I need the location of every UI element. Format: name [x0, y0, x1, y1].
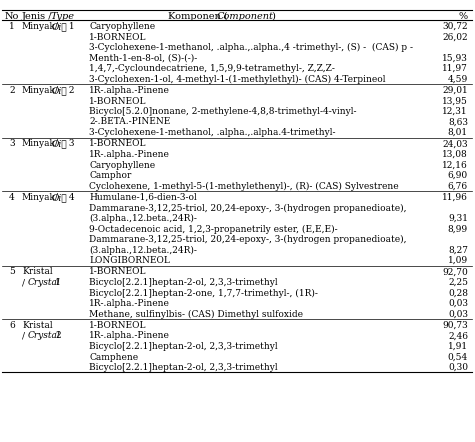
Text: 0,03: 0,03: [448, 299, 468, 308]
Text: Minyak/: Minyak/: [22, 193, 59, 202]
Text: Minyak/: Minyak/: [22, 22, 59, 31]
Text: 0,03: 0,03: [448, 309, 468, 319]
Text: Cyclohexene, 1-methyl-5-(1-methylethenyl)-, (R)- (CAS) Sylvestrene: Cyclohexene, 1-methyl-5-(1-methylethenyl…: [89, 182, 399, 191]
Text: 29,01: 29,01: [442, 86, 468, 95]
Text: 13,95: 13,95: [442, 96, 468, 106]
Text: 12,16: 12,16: [442, 160, 468, 169]
Text: 2,25: 2,25: [448, 278, 468, 287]
Text: %: %: [459, 12, 468, 21]
Text: 4,59: 4,59: [448, 75, 468, 84]
Text: 2: 2: [66, 86, 75, 95]
Text: 90,73: 90,73: [442, 321, 468, 330]
Text: Camphor: Camphor: [89, 171, 132, 180]
Text: Dammarane-3,12,25-triol, 20,24-epoxy-, 3-(hydrogen propanedioate),: Dammarane-3,12,25-triol, 20,24-epoxy-, 3…: [89, 235, 407, 244]
Text: 1-BORNEOL: 1-BORNEOL: [89, 140, 146, 149]
Text: 1: 1: [66, 22, 75, 31]
Text: 6,76: 6,76: [448, 182, 468, 191]
Text: (3.alpha.,12.beta.,24R)-: (3.alpha.,12.beta.,24R)-: [89, 214, 197, 223]
Text: 1: 1: [9, 22, 15, 31]
Text: Oiℓ: Oiℓ: [52, 22, 67, 31]
Text: Bicyclo[2.2.1]heptan-2-one, 1,7,7-trimethyl-, (1R)-: Bicyclo[2.2.1]heptan-2-one, 1,7,7-trimet…: [89, 289, 318, 297]
Text: Bicyclo[2.2.1]heptan-2-ol, 2,3,3-trimethyl: Bicyclo[2.2.1]heptan-2-ol, 2,3,3-trimeth…: [89, 363, 277, 372]
Text: Oiℓ: Oiℓ: [52, 86, 67, 95]
Text: ): ): [271, 12, 275, 21]
Text: Bicyclo[2.2.1]heptan-2-ol, 2,3,3-trimethyl: Bicyclo[2.2.1]heptan-2-ol, 2,3,3-trimeth…: [89, 278, 277, 287]
Text: 0,30: 0,30: [448, 363, 468, 372]
Text: No: No: [5, 12, 19, 21]
Text: 9-Octadecenoic acid, 1,2,3-propanetrily ester, (E,E,E)-: 9-Octadecenoic acid, 1,2,3-propanetrily …: [89, 225, 338, 234]
Text: Crystal: Crystal: [28, 332, 61, 340]
Text: 1-BORNEOL: 1-BORNEOL: [89, 33, 146, 42]
Text: 6,90: 6,90: [448, 171, 468, 180]
Text: Komponen (: Komponen (: [168, 12, 228, 21]
Text: /: /: [22, 332, 28, 340]
Text: Minyak/: Minyak/: [22, 86, 59, 95]
Text: Minyak/: Minyak/: [22, 140, 59, 149]
Text: Kristal: Kristal: [22, 267, 53, 277]
Text: Caryophyllene: Caryophyllene: [89, 160, 155, 169]
Text: Menth-1-en-8-ol, (S)-(-)-: Menth-1-en-8-ol, (S)-(-)-: [89, 53, 197, 62]
Text: 1,91: 1,91: [448, 342, 468, 351]
Text: 4: 4: [9, 193, 15, 202]
Text: 1R-.alpha.-Pinene: 1R-.alpha.-Pinene: [89, 299, 170, 308]
Text: 92,70: 92,70: [442, 267, 468, 277]
Text: 12,31: 12,31: [442, 107, 468, 116]
Text: Camphene: Camphene: [89, 353, 138, 362]
Text: 1-BORNEOL: 1-BORNEOL: [89, 321, 146, 330]
Text: Bicyclo[2.2.1]heptan-2-ol, 2,3,3-trimethyl: Bicyclo[2.2.1]heptan-2-ol, 2,3,3-trimeth…: [89, 342, 277, 351]
Text: Component: Component: [217, 12, 274, 21]
Text: 8,99: 8,99: [448, 225, 468, 233]
Text: 1: 1: [55, 278, 61, 287]
Text: 11,97: 11,97: [442, 64, 468, 73]
Text: Oiℓ: Oiℓ: [52, 193, 67, 202]
Text: 13,08: 13,08: [442, 150, 468, 159]
Text: 9,31: 9,31: [448, 214, 468, 223]
Text: 15,93: 15,93: [442, 53, 468, 62]
Text: Crystal: Crystal: [28, 278, 61, 287]
Text: 2,46: 2,46: [448, 332, 468, 340]
Text: 0,54: 0,54: [448, 353, 468, 362]
Text: 2-.BETA.-PINENE: 2-.BETA.-PINENE: [89, 118, 171, 126]
Text: 6: 6: [9, 321, 15, 330]
Text: 1,09: 1,09: [448, 256, 468, 265]
Text: 2: 2: [9, 86, 15, 95]
Text: Type: Type: [51, 12, 75, 21]
Text: 3-Cyclohexen-1-ol, 4-methyl-1-(1-methylethyl)- (CAS) 4-Terpineol: 3-Cyclohexen-1-ol, 4-methyl-1-(1-methyle…: [89, 75, 386, 84]
Text: 30,72: 30,72: [442, 22, 468, 31]
Text: 8,27: 8,27: [448, 245, 468, 255]
Text: 0,28: 0,28: [448, 289, 468, 297]
Text: 1R-.alpha.-Pinene: 1R-.alpha.-Pinene: [89, 332, 170, 340]
Text: 1R-.alpha.-Pinene: 1R-.alpha.-Pinene: [89, 86, 170, 95]
Text: 11,96: 11,96: [442, 193, 468, 202]
Text: 8,01: 8,01: [448, 128, 468, 137]
Text: 1-BORNEOL: 1-BORNEOL: [89, 96, 146, 106]
Text: Dammarane-3,12,25-triol, 20,24-epoxy-, 3-(hydrogen propanedioate),: Dammarane-3,12,25-triol, 20,24-epoxy-, 3…: [89, 203, 407, 213]
Text: /: /: [22, 278, 28, 287]
Text: Kristal: Kristal: [22, 321, 53, 330]
Text: 24,03: 24,03: [442, 140, 468, 149]
Text: 3-Cyclohexene-1-methanol, .alpha.,.alpha.4-trimethyl-: 3-Cyclohexene-1-methanol, .alpha.,.alpha…: [89, 128, 335, 137]
Text: 1R-.alpha.-Pinene: 1R-.alpha.-Pinene: [89, 150, 170, 159]
Text: 1-BORNEOL: 1-BORNEOL: [89, 267, 146, 277]
Text: Jenis /: Jenis /: [22, 12, 53, 21]
Text: 1,4,7,-Cycloundecatriene, 1,5,9,9-tetramethyl-, Z,Z,Z-: 1,4,7,-Cycloundecatriene, 1,5,9,9-tetram…: [89, 64, 335, 73]
Text: (3.alpha.,12.beta.,24R)-: (3.alpha.,12.beta.,24R)-: [89, 245, 197, 255]
Text: Humulane-1,6-dien-3-ol: Humulane-1,6-dien-3-ol: [89, 193, 197, 202]
Text: 26,02: 26,02: [442, 33, 468, 42]
Text: Methane, sulfinylbis- (CAS) Dimethyl sulfoxide: Methane, sulfinylbis- (CAS) Dimethyl sul…: [89, 309, 303, 319]
Text: 3: 3: [66, 140, 75, 149]
Text: Caryophyllene: Caryophyllene: [89, 22, 155, 31]
Text: 5: 5: [9, 267, 15, 277]
Text: Oiℓ: Oiℓ: [52, 140, 67, 149]
Text: 3-Cyclohexene-1-methanol, .alpha.,.alpha.,4 -trimethyl-, (S) -  (CAS) p -: 3-Cyclohexene-1-methanol, .alpha.,.alpha…: [89, 43, 413, 52]
Text: 4: 4: [66, 193, 75, 202]
Text: 2: 2: [55, 332, 61, 340]
Text: 3: 3: [9, 140, 15, 149]
Text: 8,63: 8,63: [448, 118, 468, 126]
Text: Bicyclo[5.2.0]nonane, 2-methylene-4,8,8-trimethyl-4-vinyl-: Bicyclo[5.2.0]nonane, 2-methylene-4,8,8-…: [89, 107, 357, 116]
Text: LONGIBORNEOL: LONGIBORNEOL: [89, 256, 170, 265]
